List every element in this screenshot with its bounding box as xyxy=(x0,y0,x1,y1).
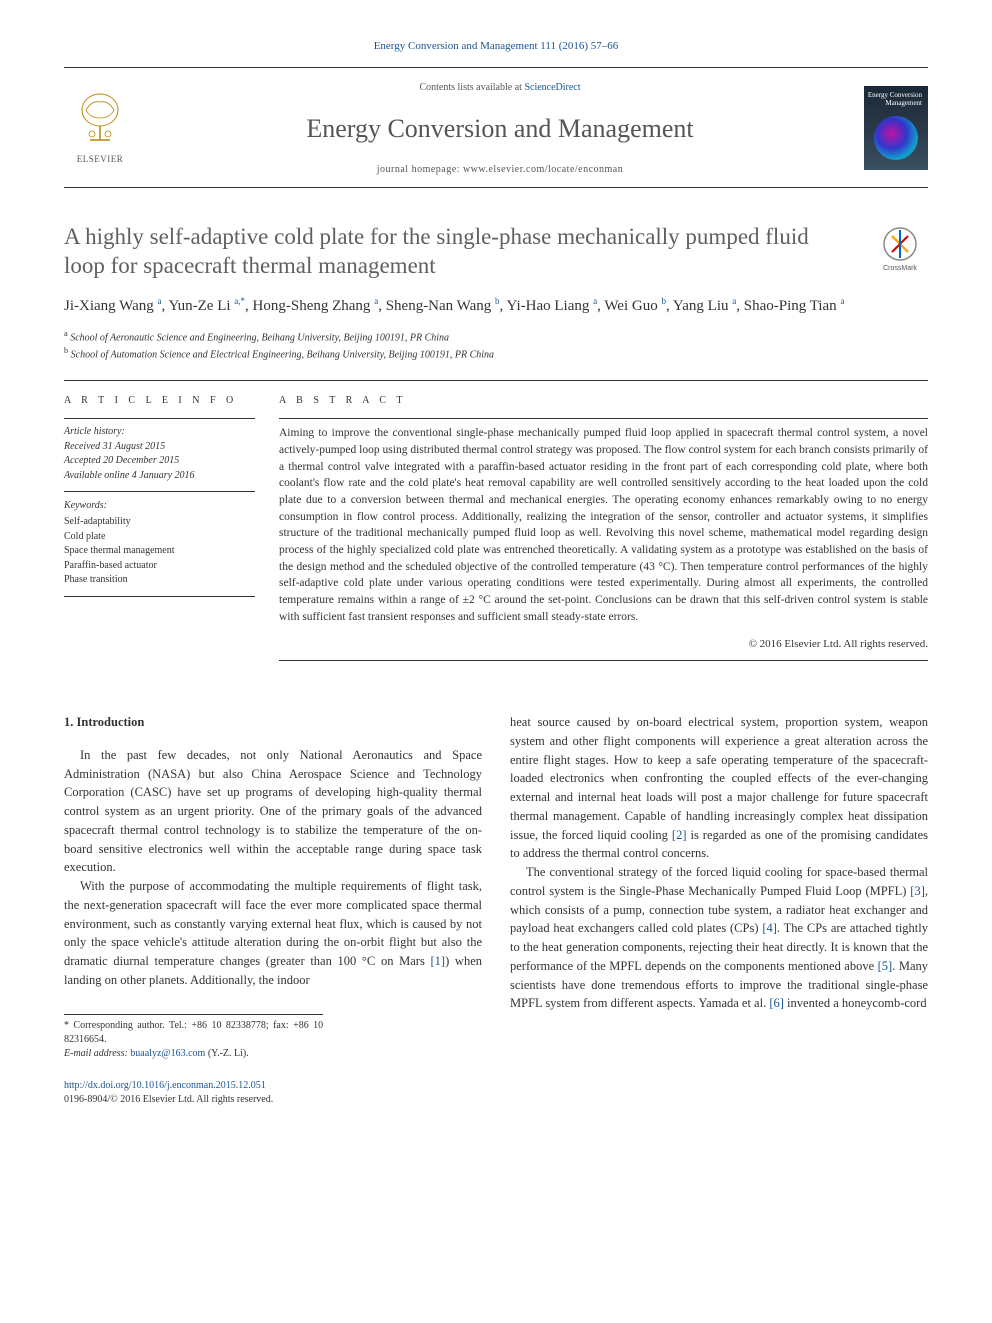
history-line: Received 31 August 2015 xyxy=(64,440,255,455)
doi-link[interactable]: http://dx.doi.org/10.1016/j.enconman.201… xyxy=(64,1079,482,1093)
keyword-item: Self-adaptability xyxy=(64,515,255,530)
body-paragraph: In the past few decades, not only Nation… xyxy=(64,746,482,877)
elsevier-name: ELSEVIER xyxy=(64,153,136,167)
keywords-list: Self-adaptabilityCold plateSpace thermal… xyxy=(64,515,255,588)
journal-title: Energy Conversion and Management xyxy=(136,109,864,148)
email-link[interactable]: buaalyz@163.com xyxy=(130,1048,205,1059)
article-info-column: A R T I C L E I N F O Article history: R… xyxy=(64,393,279,667)
contents-line: Contents lists available at ScienceDirec… xyxy=(136,80,864,95)
article-info-heading: A R T I C L E I N F O xyxy=(64,393,255,408)
keywords-label: Keywords: xyxy=(64,498,255,513)
history-line: Available online 4 January 2016 xyxy=(64,469,255,484)
copyright-line: © 2016 Elsevier Ltd. All rights reserved… xyxy=(279,636,928,653)
abstract-column: A B S T R A C T Aiming to improve the co… xyxy=(279,393,928,667)
sciencedirect-link[interactable]: ScienceDirect xyxy=(524,82,580,93)
abstract-text: Aiming to improve the conventional singl… xyxy=(279,425,928,625)
elsevier-logo: ELSEVIER xyxy=(64,90,136,167)
crossmark-label: CrossMark xyxy=(872,264,928,275)
body-right-col: heat source caused by on-board electrica… xyxy=(510,713,928,1107)
article-title: A highly self-adaptive cold plate for th… xyxy=(64,222,844,282)
top-rule xyxy=(64,67,928,68)
journal-homepage: journal homepage: www.elsevier.com/locat… xyxy=(136,162,864,177)
article-history: Article history: Received 31 August 2015… xyxy=(64,425,255,483)
keyword-item: Space thermal management xyxy=(64,544,255,559)
keyword-item: Paraffin-based actuator xyxy=(64,559,255,574)
corresponding-author: * Corresponding author. Tel.: +86 10 823… xyxy=(64,1019,323,1047)
journal-header: ELSEVIER Contents lists available at Sci… xyxy=(64,72,928,188)
authors-line: Ji-Xiang Wang a, Yun-Ze Li a,*, Hong-She… xyxy=(64,295,928,318)
history-line: Accepted 20 December 2015 xyxy=(64,454,255,469)
doi-block: http://dx.doi.org/10.1016/j.enconman.201… xyxy=(64,1079,482,1107)
mid-rule xyxy=(64,380,928,381)
homepage-url[interactable]: www.elsevier.com/locate/enconman xyxy=(463,164,623,175)
elsevier-tree-icon xyxy=(72,90,128,146)
issn-line: 0196-8904/© 2016 Elsevier Ltd. All right… xyxy=(64,1093,482,1107)
abstract-heading: A B S T R A C T xyxy=(279,393,928,408)
email-line: E-mail address: buaalyz@163.com (Y.-Z. L… xyxy=(64,1047,323,1061)
cover-label: Energy Conversion Management xyxy=(864,92,922,107)
contents-prefix: Contents lists available at xyxy=(419,82,524,93)
email-label: E-mail address: xyxy=(64,1048,130,1059)
affiliations: a School of Aeronautic Science and Engin… xyxy=(64,328,928,363)
history-label: Article history: xyxy=(64,425,255,440)
body-paragraph: heat source caused by on-board electrica… xyxy=(510,713,928,863)
affiliation-line: a School of Aeronautic Science and Engin… xyxy=(64,328,928,345)
section-heading-intro: 1. Introduction xyxy=(64,713,482,732)
affiliation-line: b School of Automation Science and Elect… xyxy=(64,345,928,362)
citation-line: Energy Conversion and Management 111 (20… xyxy=(64,38,928,55)
journal-cover-thumb: Energy Conversion Management xyxy=(864,86,928,170)
footnotes: * Corresponding author. Tel.: +86 10 823… xyxy=(64,1014,323,1061)
keyword-item: Cold plate xyxy=(64,530,255,545)
keyword-item: Phase transition xyxy=(64,573,255,588)
body-paragraph: The conventional strategy of the forced … xyxy=(510,863,928,1013)
crossmark-badge[interactable]: CrossMark xyxy=(872,226,928,275)
body-left-col: 1. Introduction In the past few decades,… xyxy=(64,713,482,1107)
crossmark-icon xyxy=(882,226,918,262)
email-tail: (Y.-Z. Li). xyxy=(205,1048,248,1059)
homepage-prefix: journal homepage: xyxy=(377,164,463,175)
body-columns: 1. Introduction In the past few decades,… xyxy=(64,713,928,1107)
body-paragraph: With the purpose of accommodating the mu… xyxy=(64,877,482,990)
